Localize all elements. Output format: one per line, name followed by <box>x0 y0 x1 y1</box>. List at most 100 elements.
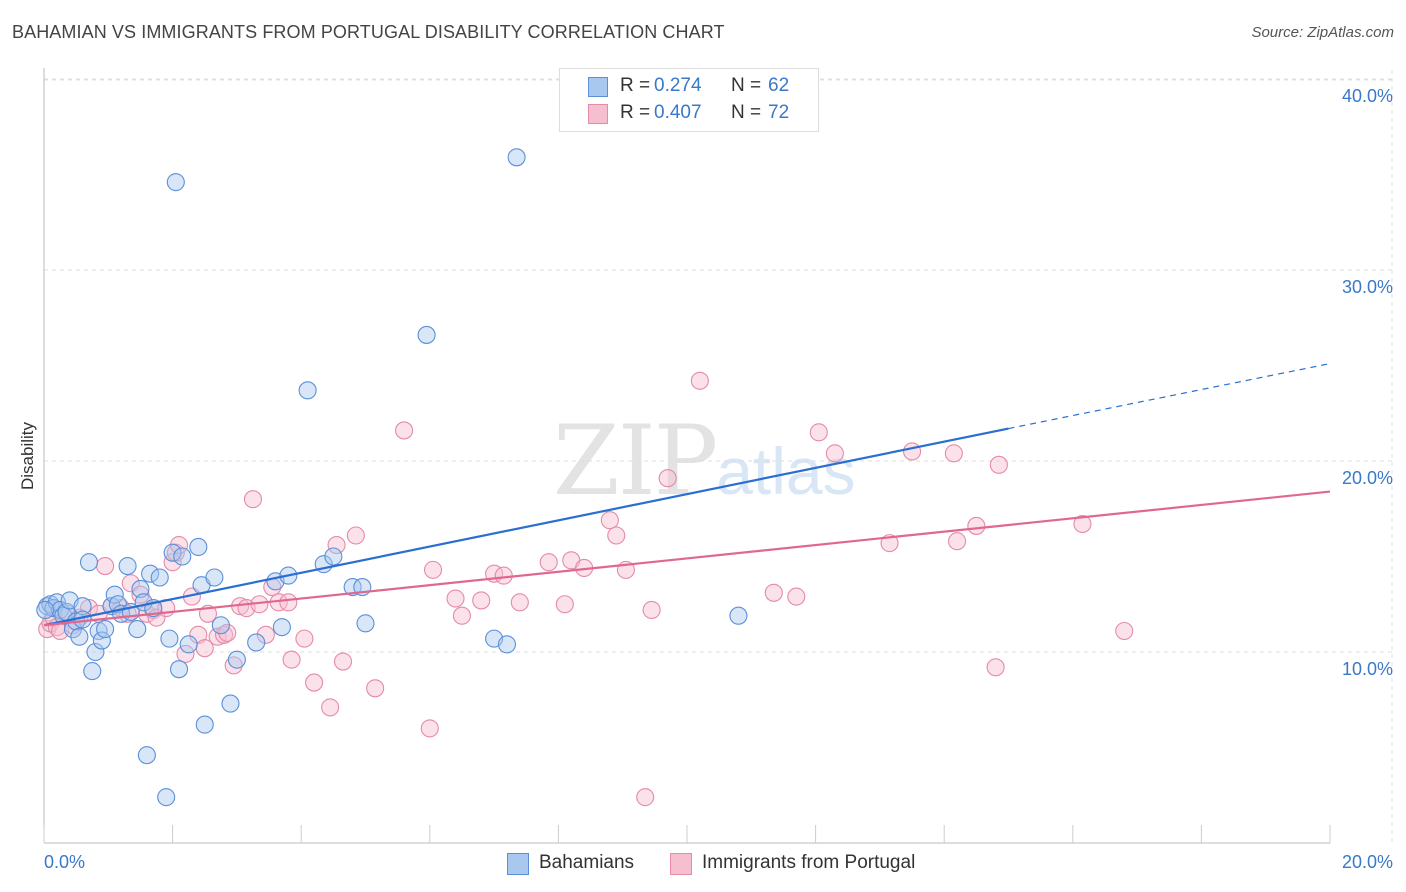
legend-r-value: 0.407 <box>654 102 702 123</box>
bahamian-point <box>227 650 246 669</box>
portugal-point <box>176 644 195 663</box>
bahamian-point <box>89 621 108 641</box>
portugal-point <box>420 719 439 738</box>
legend-n-label: N = <box>731 102 762 123</box>
portugal-point <box>366 679 385 698</box>
bahamian-point <box>36 600 55 620</box>
bahamian-trend-extension <box>1008 363 1331 430</box>
bahamian-point <box>51 600 70 620</box>
portugal-point <box>295 629 314 648</box>
portugal-point <box>902 442 922 461</box>
bahamian-point <box>160 629 179 648</box>
bahamian-point <box>343 578 362 597</box>
bahamian-point <box>83 662 102 681</box>
bahamian-point <box>179 635 198 654</box>
y-tick-label-10: 10.0% <box>1341 659 1393 679</box>
portugal-point <box>256 625 275 644</box>
bahamian-point <box>150 568 169 587</box>
portugal-point <box>948 532 967 551</box>
portugal-point <box>510 593 529 612</box>
legend-n-value: 72 <box>768 102 790 123</box>
portugal-point <box>1073 514 1092 534</box>
portugal-point <box>809 423 828 442</box>
bahamian-point <box>298 381 317 400</box>
portugal-point <box>787 587 806 606</box>
y-tick-label-40: 40.0% <box>1341 86 1393 106</box>
portugal-point <box>539 553 558 572</box>
bahamian-point <box>729 606 748 625</box>
legend-r-label: R = <box>620 102 651 123</box>
bahamian-point <box>211 616 230 635</box>
bahamian-point <box>105 585 124 604</box>
bottom-legend-swatch-portugal <box>670 853 692 875</box>
bottom-legend-swatch-bahamians <box>507 853 529 875</box>
legend-swatch-portugal <box>588 104 608 124</box>
legend-n-label: N = <box>731 75 762 96</box>
portugal-point <box>446 589 465 608</box>
portugal-point <box>163 553 182 572</box>
correlation-legend: R = 0.274 N = 62 R = 0.407 N = 72 <box>559 68 819 132</box>
portugal-point <box>96 556 115 576</box>
legend-swatch-bahamians <box>588 77 608 97</box>
bahamian-trend-line <box>43 427 1009 627</box>
bahamian-point <box>497 635 517 654</box>
chart-title: BAHAMIAN VS IMMIGRANTS FROM PORTUGAL DIS… <box>12 22 725 42</box>
portugal-point <box>690 371 709 390</box>
bahamian-point <box>356 614 375 633</box>
source-credit: Source: ZipAtlas.com <box>1251 24 1394 41</box>
bahamian-point <box>157 788 176 807</box>
portugal-point <box>169 535 189 555</box>
bahamian-point <box>137 746 156 765</box>
y-tick-label-30: 30.0% <box>1341 277 1393 297</box>
bahamian-point <box>131 579 150 599</box>
portugal-point <box>494 566 513 585</box>
portugal-point <box>282 650 301 669</box>
legend-r-label: R = <box>620 75 651 96</box>
bahamian-point <box>141 564 160 583</box>
portugal-point <box>395 421 414 440</box>
bahamian-point <box>272 618 291 637</box>
portugal-point <box>423 560 443 579</box>
bahamian-point <box>86 642 105 662</box>
portugal-point <box>944 444 963 463</box>
portugal-point <box>636 788 655 807</box>
legend-r-value: 0.274 <box>654 75 702 96</box>
bahamian-point <box>189 537 208 557</box>
portugal-point <box>279 593 298 612</box>
legend-n-value: 62 <box>768 75 790 96</box>
bahamian-point <box>169 660 189 679</box>
bahamian-point <box>507 148 526 167</box>
x-tick-label-min: 0.0% <box>44 852 86 872</box>
bahamian-point <box>73 597 92 616</box>
bahamian-point <box>166 173 185 192</box>
bahamian-point <box>195 715 214 734</box>
bahamian-point <box>417 325 436 344</box>
bahamian-point <box>96 620 115 639</box>
portugal-point <box>986 658 1005 677</box>
x-tick-label-max: 20.0% <box>1341 852 1393 872</box>
portugal-point <box>305 673 324 692</box>
portugal-point <box>989 455 1008 474</box>
portugal-point <box>600 511 619 530</box>
bahamian-point <box>79 553 99 572</box>
portugal-point <box>642 600 661 620</box>
portugal-point <box>243 490 263 509</box>
portugal-point <box>607 526 626 545</box>
portugal-point <box>658 469 677 488</box>
portugal-point <box>1115 621 1134 641</box>
bahamian-point <box>205 568 224 587</box>
bahamian-point <box>118 556 137 576</box>
bahamian-point <box>221 694 240 713</box>
portugal-point <box>472 591 491 610</box>
bahamian-point <box>163 543 182 562</box>
portugal-point <box>321 698 340 717</box>
bottom-legend-label-portugal: Immigrants from Portugal <box>702 852 916 873</box>
portugal-point <box>214 625 234 644</box>
portugal-trend-line <box>43 490 1331 627</box>
portugal-point <box>208 627 227 646</box>
bahamian-point <box>92 631 111 650</box>
portugal-point <box>764 583 783 602</box>
bahamian-point <box>247 633 266 652</box>
bahamian-point <box>324 547 343 566</box>
